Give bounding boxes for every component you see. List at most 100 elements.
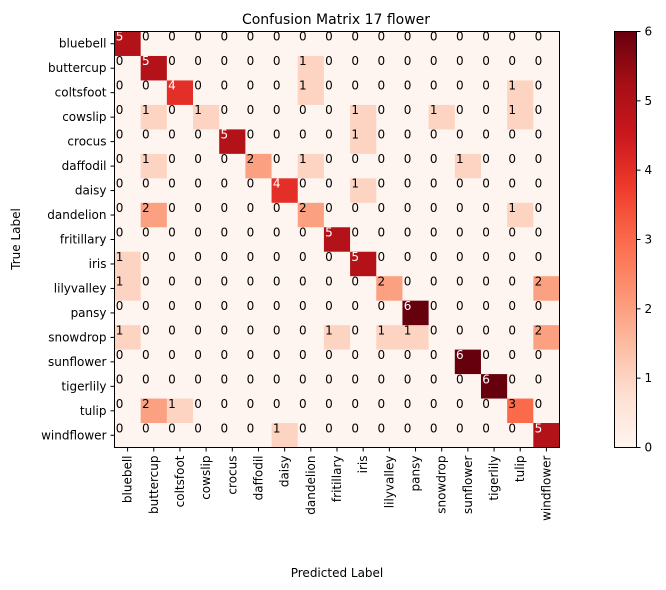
- cell-value-label: 0: [273, 226, 281, 240]
- cell-value-label: 0: [508, 348, 516, 362]
- cell-value-label: 0: [247, 397, 255, 411]
- heatmap-cell: [376, 227, 403, 253]
- heatmap-cell: [219, 202, 246, 228]
- heatmap-cell: [376, 276, 403, 302]
- heatmap-cell: [271, 80, 299, 106]
- cell-value-label: 1: [116, 250, 124, 264]
- heatmap-cell: [376, 423, 403, 448]
- cell-value-label: 0: [535, 250, 543, 264]
- heatmap-cell: [507, 276, 534, 302]
- heatmap-cell: [428, 104, 456, 130]
- heatmap-cell: [297, 374, 325, 400]
- heatmap-cell: [480, 178, 508, 204]
- heatmap-cell: [297, 300, 325, 326]
- cell-value-label: 0: [430, 397, 438, 411]
- heatmap-cell: [219, 374, 246, 400]
- cell-value-label: 0: [456, 323, 464, 337]
- heatmap-cell: [297, 55, 325, 81]
- heatmap-cell: [533, 104, 560, 130]
- cell-value-label: 6: [456, 348, 464, 362]
- heatmap-cell: [428, 423, 456, 448]
- cell-value-label: 0: [299, 421, 307, 435]
- cell-value-label: 4: [273, 177, 281, 191]
- heatmap-cell: [350, 374, 377, 400]
- heatmap-cell: [323, 251, 351, 277]
- heatmap-cell: [271, 300, 299, 326]
- heatmap-cell: [454, 276, 482, 302]
- heatmap-cell: [271, 31, 299, 57]
- heatmap-cell: [166, 202, 194, 228]
- cell-value-label: 0: [247, 177, 255, 191]
- heatmap-cell: [271, 349, 299, 375]
- cell-value-label: 0: [194, 54, 202, 68]
- heatmap-cell: [454, 349, 482, 375]
- cell-value-label: 0: [194, 323, 202, 337]
- heatmap-cell: [533, 251, 560, 277]
- heatmap-cell: [350, 276, 377, 302]
- heatmap-cell: [428, 398, 456, 424]
- cell-value-label: 1: [142, 152, 150, 166]
- heatmap-cell: [480, 227, 508, 253]
- y-tick-label: cowslip: [62, 110, 106, 124]
- heatmap-cells: [114, 31, 560, 448]
- cell-value-label: 0: [351, 79, 359, 93]
- colorbar-ticks: 0 1 2 3 4 5 6: [636, 25, 652, 455]
- cell-value-label: 0: [142, 128, 150, 142]
- cell-value-label: 0: [247, 226, 255, 240]
- cell-value-label: 0: [456, 30, 464, 44]
- heatmap-cell: [350, 423, 377, 448]
- cell-value-label: 0: [351, 274, 359, 288]
- heatmap-cell: [323, 423, 351, 448]
- cell-value-label: 0: [194, 372, 202, 386]
- cell-value-label: 0: [168, 30, 176, 44]
- cell-value-label: 0: [404, 177, 412, 191]
- cell-value-label: 0: [430, 421, 438, 435]
- cell-value-label: 0: [194, 421, 202, 435]
- heatmap-cell: [271, 325, 299, 351]
- heatmap-cell: [350, 104, 377, 130]
- heatmap-cell: [140, 153, 168, 179]
- x-tick-label: daisy: [278, 456, 292, 488]
- cell-value-label: 0: [168, 299, 176, 313]
- cell-value-label: 0: [325, 348, 333, 362]
- cell-value-label: 0: [430, 226, 438, 240]
- cell-value-label: 0: [378, 299, 386, 313]
- heatmap-cell: [271, 178, 299, 204]
- heatmap-cell: [507, 325, 534, 351]
- heatmap-cell: [428, 80, 456, 106]
- heatmap-cell: [245, 178, 273, 204]
- heatmap-cell: [166, 129, 194, 155]
- cell-value-label: 0: [482, 201, 490, 215]
- heatmap-cell: [323, 129, 351, 155]
- cell-value-label: 0: [535, 226, 543, 240]
- heatmap-cell: [193, 251, 220, 277]
- heatmap-cell: [480, 80, 508, 106]
- cell-value-label: 1: [351, 177, 359, 191]
- heatmap-cell: [323, 104, 351, 130]
- heatmap-cell: [245, 276, 273, 302]
- heatmap-cell: [402, 325, 430, 351]
- cell-value-label: 0: [220, 79, 228, 93]
- cell-value-label: 0: [325, 54, 333, 68]
- cell-value-label: 0: [482, 226, 490, 240]
- cell-value-label: 0: [351, 348, 359, 362]
- heatmap-cell: [114, 251, 142, 277]
- cell-value-label: 0: [247, 348, 255, 362]
- cell-value-label: 0: [116, 79, 124, 93]
- cell-value-label: 1: [508, 103, 516, 117]
- cell-value-label: 0: [378, 348, 386, 362]
- heatmap-cell: [428, 153, 456, 179]
- cell-value-label: 0: [116, 299, 124, 313]
- heatmap-cell: [507, 129, 534, 155]
- heatmap-cell: [297, 153, 325, 179]
- cell-value-label: 0: [220, 30, 228, 44]
- cell-value-label: 0: [404, 54, 412, 68]
- heatmap-cell: [454, 129, 482, 155]
- heatmap-cell: [533, 178, 560, 204]
- cell-value-label: 6: [482, 372, 490, 386]
- heatmap-cell: [323, 325, 351, 351]
- cell-value-label: 0: [273, 54, 281, 68]
- heatmap-cell: [480, 251, 508, 277]
- y-tick-label: pansy: [71, 306, 107, 320]
